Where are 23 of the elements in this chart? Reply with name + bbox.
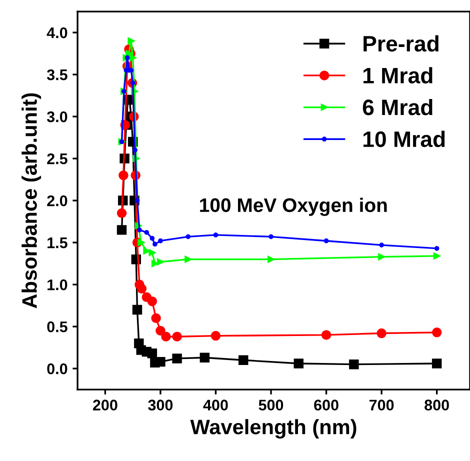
y-tick-label: 3.5 [46, 69, 68, 80]
y-tick-label: 4.0 [46, 27, 68, 38]
x-tick-label: 800 [424, 400, 449, 410]
y-tick-label: 0.5 [47, 321, 68, 332]
x-tick-label: 500 [258, 400, 284, 410]
y-tick-label: 2.5 [47, 153, 68, 164]
legend-label: Pre-rad [364, 35, 438, 52]
legend-label: 1 Mrad [363, 67, 432, 84]
y-tick-label: 3.0 [46, 111, 68, 122]
x-tick-label: 200 [92, 400, 118, 410]
y-tick-label: 1.5 [48, 238, 68, 248]
x-tick-label: 600 [314, 400, 338, 410]
y-axis-title: Absorbance (arb.unit) [22, 93, 42, 308]
y-tick-label: 1.0 [48, 279, 68, 290]
annotation: 100 MeV Oxygen ion [200, 198, 387, 216]
x-tick-label: 700 [369, 400, 394, 410]
legend-label: 10 Mrad [363, 130, 445, 148]
x-axis-title: Wavelength (nm) [190, 419, 356, 439]
y-tick-label: 0.0 [47, 363, 68, 374]
legend-label: 6 Mrad [362, 98, 432, 116]
x-tick-label: 400 [203, 400, 228, 410]
y-tick-label: 2.0 [47, 195, 68, 206]
x-tick-label: 300 [148, 400, 173, 411]
